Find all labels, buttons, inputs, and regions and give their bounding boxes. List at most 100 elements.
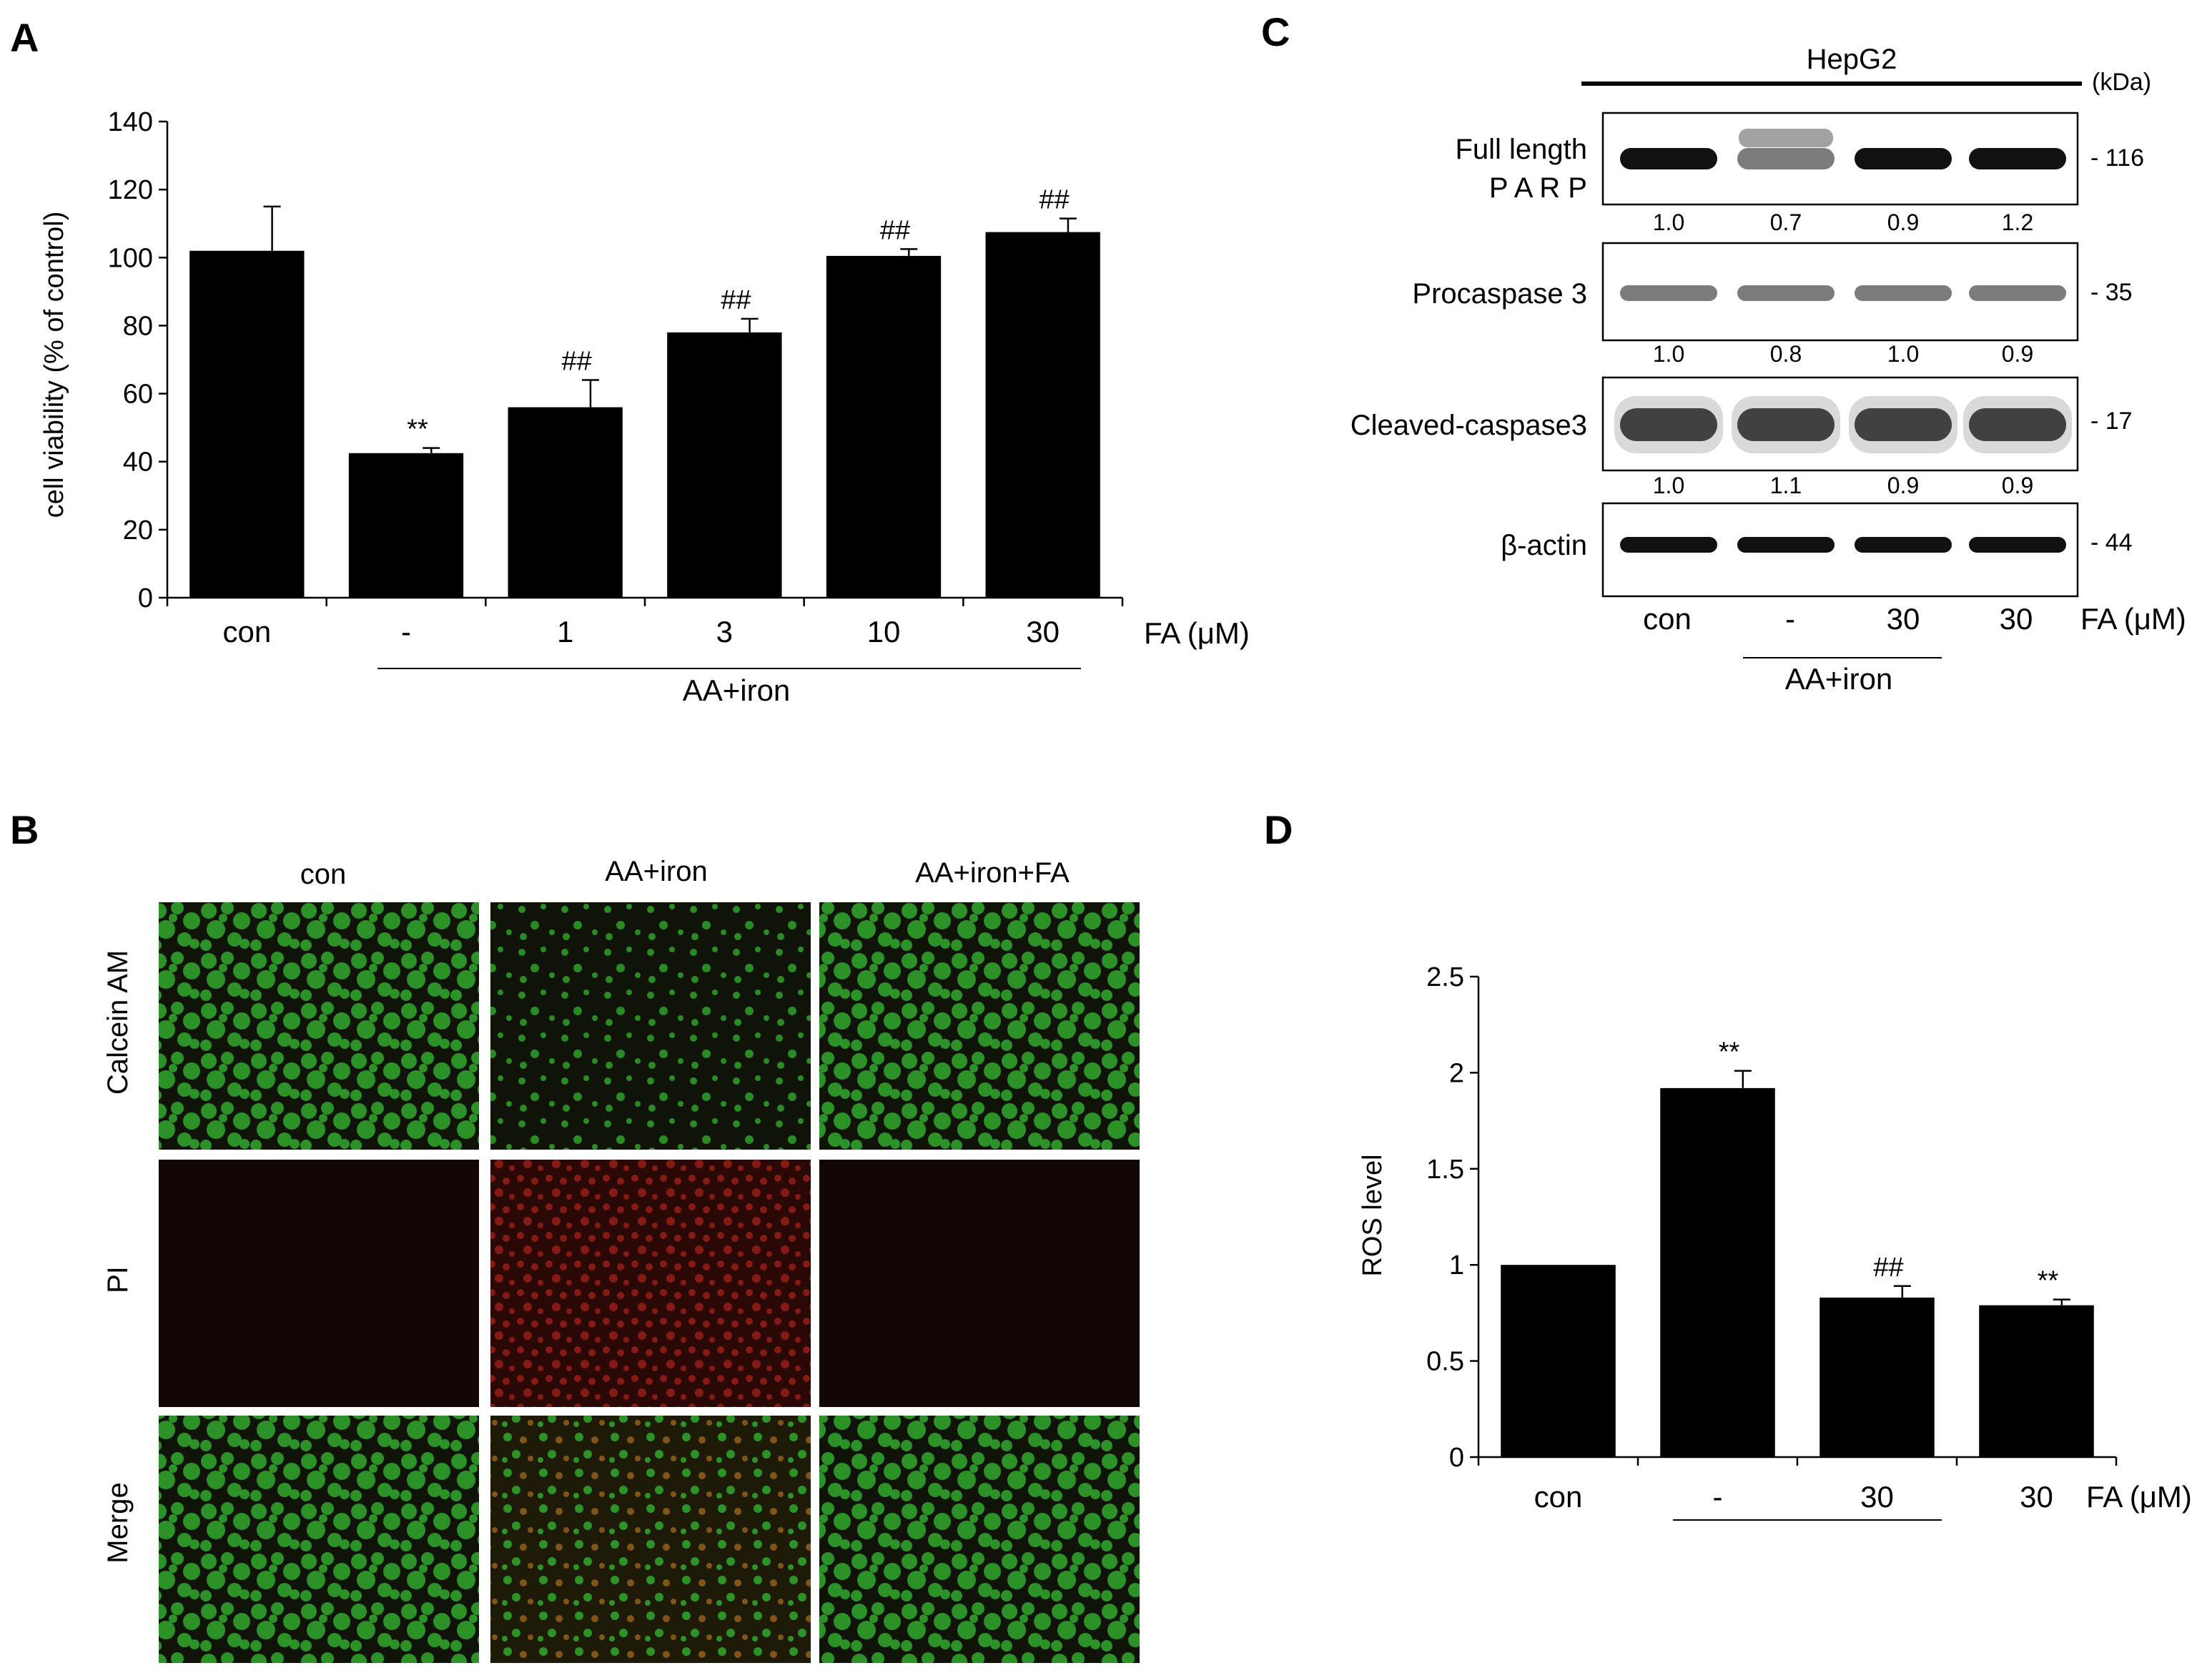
micrograph-calcein-con xyxy=(159,902,479,1150)
blot-ratio: 1.1 xyxy=(1770,473,1802,498)
y-tick-label: 1.5 xyxy=(1426,1155,1464,1185)
blot-kda-marker: - 44 xyxy=(2090,529,2133,556)
panel-b-col-header-aa-iron: AA+iron xyxy=(605,856,707,887)
blot-band xyxy=(1969,537,2066,553)
panel-c-kda-header: (kDa) xyxy=(2092,69,2151,96)
panel-b-letter: B xyxy=(10,807,39,852)
panel-b-image-grid xyxy=(159,902,1140,1663)
y-tick-label: 20 xyxy=(123,515,153,546)
blot-label: Procaspase 3 xyxy=(1412,278,1587,310)
blot-ratio: 0.9 xyxy=(2002,341,2033,367)
blot-band xyxy=(1855,148,1952,169)
y-tick-label: 0 xyxy=(138,583,153,613)
panel-c-blots: Full length P A R P - 116 1.0 0.7 0.9 1.2 Proca… xyxy=(1351,112,2144,598)
panel-b-row-label-merge: Merge xyxy=(102,1482,134,1563)
panel-c-cell-line: HepG2 xyxy=(1807,44,1897,75)
panel-d-x-unit-label: FA (μM) xyxy=(2086,1480,2192,1514)
blot-band-smear xyxy=(1739,129,1833,147)
panel-a-group-label: AA+iron xyxy=(683,673,791,707)
micrograph-calcein-aa-iron-fa xyxy=(819,902,1140,1150)
blot-band xyxy=(1620,537,1717,553)
blot-band xyxy=(1737,285,1835,301)
bar xyxy=(348,453,464,598)
significance-marker: ** xyxy=(1719,1037,1740,1067)
blot-band xyxy=(1620,148,1717,169)
panel-c-group-label: AA+iron xyxy=(1785,662,1893,696)
blot-band xyxy=(1855,408,1952,441)
bar xyxy=(189,250,305,598)
y-tick-label: 2.5 xyxy=(1426,962,1464,992)
micrograph-merge-con xyxy=(159,1416,479,1663)
micrograph-merge-aa-iron xyxy=(490,1416,811,1663)
blot-band xyxy=(1855,285,1952,301)
panel-c-lane-30a: 30 xyxy=(1887,602,1920,636)
panel-a-letter: A xyxy=(10,15,39,60)
y-tick-label: 0.5 xyxy=(1426,1347,1464,1377)
x-category-label: 10 xyxy=(867,615,901,648)
blot-ratio: 1.0 xyxy=(1887,341,1919,367)
blot-band xyxy=(1620,408,1717,441)
blot-ratio: 0.7 xyxy=(1770,209,1802,235)
panel-c-lane-minus: - xyxy=(1785,602,1795,636)
blot-kda-marker: - 17 xyxy=(2090,408,2133,435)
blot-kda-marker: - 35 xyxy=(2090,279,2133,306)
significance-marker: ## xyxy=(1040,185,1070,215)
panel-c-letter: C xyxy=(1261,9,1290,54)
blot-ratio: 1.0 xyxy=(1653,341,1684,367)
x-category-label: con xyxy=(1534,1480,1583,1514)
y-tick-label: 100 xyxy=(108,243,153,273)
x-category-label: - xyxy=(1713,1480,1723,1514)
panel-d: D ROS level 0 0.5 1 1.5 2 2.5 con ** - ## 30 ** 30 F… xyxy=(1264,807,2192,1521)
bar xyxy=(826,255,942,598)
blot-ratio: 0.8 xyxy=(1770,341,1802,367)
x-category-label: 30 xyxy=(1026,615,1060,648)
micrograph-calcein-aa-iron xyxy=(490,902,811,1150)
blot-band xyxy=(1737,408,1835,441)
blot-ratio: 1.0 xyxy=(1653,209,1684,235)
panel-c-lane-con: con xyxy=(1643,602,1692,636)
bar xyxy=(1501,1265,1616,1457)
x-category-label: 30 xyxy=(2020,1480,2053,1514)
panel-d-letter: D xyxy=(1264,807,1293,852)
y-tick-label: 1 xyxy=(1449,1250,1464,1280)
bar xyxy=(1979,1305,2094,1457)
panel-d-chart: 0 0.5 1 1.5 2 2.5 con ** - ## 30 ** 30 xyxy=(1426,962,2118,1514)
blot-band xyxy=(1620,285,1717,301)
panel-c-x-unit-label: FA (μM) xyxy=(2080,602,2186,636)
blot-band-smear xyxy=(1963,396,2072,453)
bar xyxy=(667,332,782,598)
panel-b-row-label-calcein: Calcein AM xyxy=(102,950,134,1095)
blot-band xyxy=(1855,537,1952,553)
blot-ratio: 1.2 xyxy=(2002,209,2033,235)
micrograph-pi-con xyxy=(159,1160,479,1407)
blot-label: β-actin xyxy=(1501,530,1587,561)
panel-b: B con AA+iron AA+iron+FA Calcein AM PI M… xyxy=(10,807,1140,1663)
y-tick-label: 80 xyxy=(123,311,153,341)
micrograph-merge-aa-iron-fa xyxy=(819,1416,1140,1663)
micrograph-pi-aa-iron-fa xyxy=(819,1160,1140,1407)
panel-b-col-header-con: con xyxy=(300,859,347,890)
micrograph-pi-aa-iron xyxy=(490,1160,811,1407)
bar xyxy=(508,407,623,598)
y-tick-label: 60 xyxy=(123,380,153,410)
x-category-label: - xyxy=(401,615,411,648)
bar xyxy=(1660,1087,1775,1457)
x-category-label: 30 xyxy=(1860,1480,1894,1514)
bar xyxy=(1820,1297,1935,1457)
panel-c: C HepG2 (kDa) Full length P A R P - 116 1.0… xyxy=(1261,9,2186,696)
significance-marker: ## xyxy=(1873,1253,1903,1283)
blot-band xyxy=(1969,148,2066,169)
blot-label: Cleaved-caspase3 xyxy=(1351,410,1587,441)
blot-label: Full length xyxy=(1455,134,1587,165)
blot-band-smear xyxy=(1732,396,1840,453)
panel-a-y-axis-label: cell viability (% of control) xyxy=(39,212,69,518)
x-category-label: 1 xyxy=(557,615,573,648)
y-tick-label: 140 xyxy=(108,107,153,137)
blot-band xyxy=(1969,408,2066,441)
x-category-label: 3 xyxy=(716,615,733,648)
panel-a-x-unit-label: FA (μM) xyxy=(1144,616,1250,650)
bar xyxy=(985,232,1100,598)
blot-label: P A R P xyxy=(1489,172,1587,204)
blot-band-smear xyxy=(1614,396,1723,453)
panel-b-row-label-pi: PI xyxy=(102,1266,134,1293)
